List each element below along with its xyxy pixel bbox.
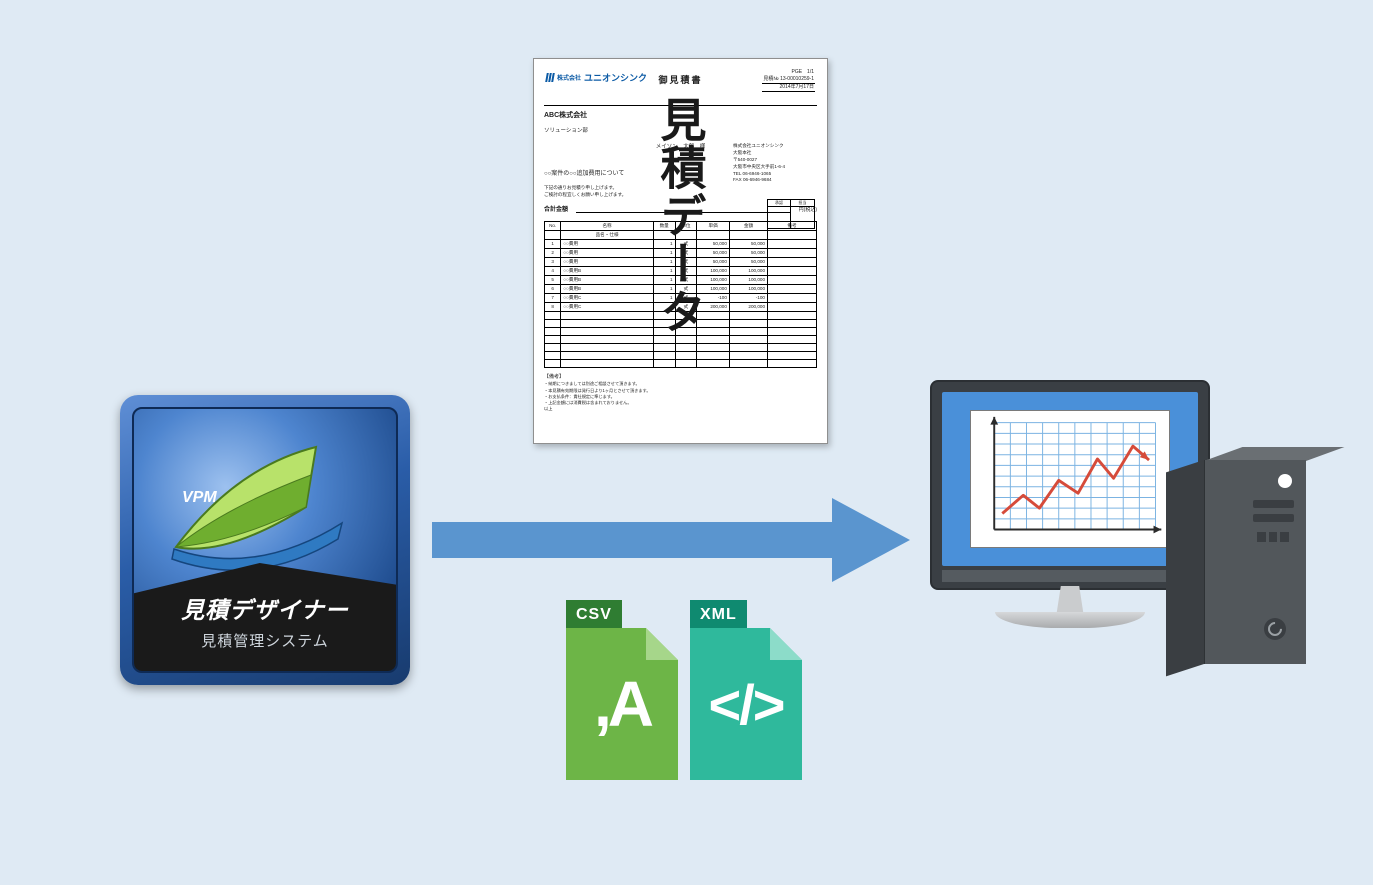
doc-table: No.名称数量単位単価金額備考 品名・仕様 1○○費用1 式50,00050,0… xyxy=(544,221,817,368)
doc-stamp-boxes: 承認担当 xyxy=(767,199,815,229)
doc-date: 2014年7月17日 xyxy=(762,84,815,92)
doc-logo-text: ユニオンシンク xyxy=(584,71,647,84)
app-title: 見積デザイナー xyxy=(134,591,396,625)
doc-company-logo: 株式会社 ユニオンシンク xyxy=(546,71,647,84)
app-icon-inner: VPM 見積デザイナー 見積管理システム xyxy=(132,407,398,673)
doc-total-label: 合計金額 xyxy=(544,204,568,213)
doc-body: 下記の通りお見積り申し上げます。ご検討の程宜しくお願い申し上げます。 xyxy=(544,185,684,199)
pc-tower-icon xyxy=(1166,460,1306,664)
doc-page: PGE 1/1 xyxy=(762,69,815,76)
doc-company-block: 株式会社ユニオンシンク大阪本社〒540-0027大阪市中央区大手前1-6-4TE… xyxy=(733,143,815,184)
csv-tab: CSV xyxy=(566,600,622,630)
quote-document: 株式会社 ユニオンシンク 御見積書 PGE 1/1 見積№ 13-0001025… xyxy=(533,58,828,444)
doc-client: ABC株式会社 xyxy=(544,110,817,120)
xml-file-icon: XML </> xyxy=(690,600,802,780)
xml-tab: XML xyxy=(690,600,747,630)
sail-logo-icon xyxy=(166,427,346,587)
doc-title: 御見積書 xyxy=(658,73,702,86)
doc-notes: 【備考】 ・納期につきましては別途ご相談させて頂きます。・本見積有効期限は発行日… xyxy=(544,374,817,413)
workstation xyxy=(930,380,1330,680)
doc-logo-prefix: 株式会社 xyxy=(557,73,581,82)
doc-meta: PGE 1/1 見積№ 13-00010259-1 2014年7月17日 xyxy=(762,69,815,92)
file-icons: CSV ,A XML </> xyxy=(566,600,802,780)
csv-symbol: ,A xyxy=(594,672,650,736)
vpm-label: VPM xyxy=(182,489,217,507)
app-subtitle: 見積管理システム xyxy=(134,630,396,651)
csv-fold xyxy=(646,628,678,660)
doc-department: ソリューション部 xyxy=(544,126,817,134)
xml-symbol: </> xyxy=(709,672,784,737)
csv-file-icon: CSV ,A xyxy=(566,600,678,780)
monitor-chart xyxy=(970,410,1170,548)
xml-fold xyxy=(770,628,802,660)
doc-number: 見積№ 13-00010259-1 xyxy=(762,76,815,84)
app-icon: VPM 見積デザイナー 見積管理システム xyxy=(120,395,410,685)
flow-arrow-icon xyxy=(432,492,912,593)
